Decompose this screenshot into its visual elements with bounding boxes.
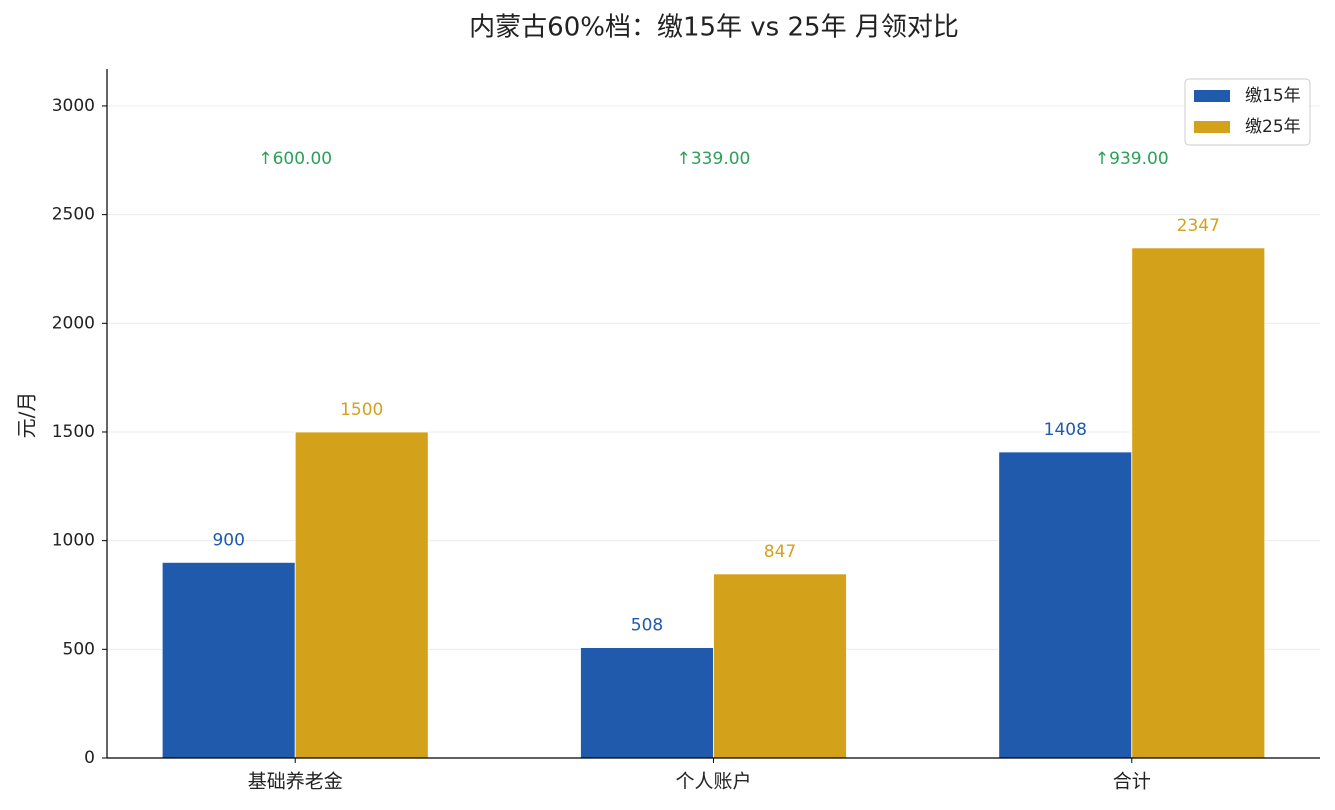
bar <box>998 451 1133 759</box>
data-label: 900 <box>212 530 244 550</box>
data-label: 2347 <box>1177 216 1220 236</box>
bar <box>713 573 847 759</box>
bar <box>580 647 714 759</box>
y-axis-label: 元/月 <box>15 392 39 439</box>
annotation: ↑939.00 <box>1095 149 1169 169</box>
y-tick-label: 1500 <box>52 422 95 442</box>
legend-swatch <box>1194 121 1230 133</box>
data-label: 1408 <box>1044 420 1087 440</box>
x-tick-label: 合计 <box>1113 771 1151 793</box>
x-tick-label: 基础养老金 <box>248 771 343 793</box>
y-tick-label: 3000 <box>52 96 95 116</box>
y-tick-label: 1000 <box>52 531 95 551</box>
data-label: 847 <box>764 542 796 562</box>
data-label: 508 <box>631 616 663 636</box>
y-tick-label: 2500 <box>52 205 95 225</box>
legend-label: 缴15年 <box>1245 86 1301 106</box>
bar <box>161 561 296 759</box>
x-tick-label: 个人账户 <box>675 771 751 793</box>
y-tick-label: 2000 <box>52 313 95 333</box>
y-tick-label: 0 <box>84 748 95 768</box>
annotation: ↑600.00 <box>258 149 332 169</box>
annotation: ↑339.00 <box>677 149 751 169</box>
legend-label: 缴25年 <box>1245 117 1301 137</box>
legend-swatch <box>1194 90 1230 102</box>
y-tick-label: 500 <box>63 639 95 659</box>
chart-title: 内蒙古60%档：缴15年 vs 25年 月领对比 <box>469 13 959 43</box>
bar <box>1131 247 1266 759</box>
data-label: 1500 <box>340 400 383 420</box>
bar <box>294 431 429 759</box>
